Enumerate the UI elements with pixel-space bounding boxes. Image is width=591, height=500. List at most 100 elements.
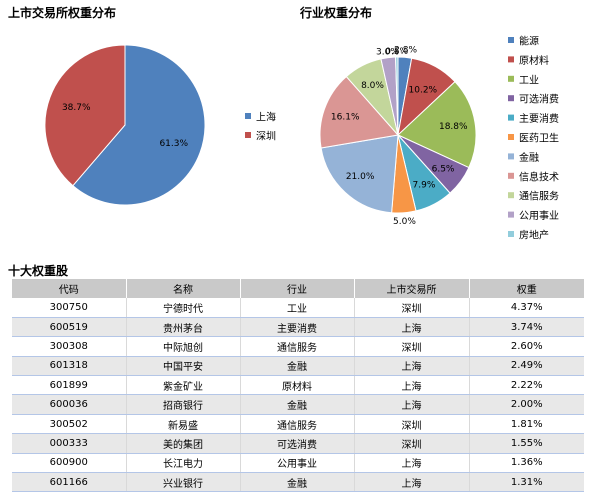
table-row: 600519 贵州茅台 主要消费 上海 3.74% xyxy=(12,317,584,338)
pie1-label-5: 5.0% xyxy=(393,217,416,227)
table-row: 600036 招商银行 金融 上海 2.00% xyxy=(12,394,584,415)
pie0-legend-label-0: 上海 xyxy=(256,111,276,124)
table-cell-代码: 600900 xyxy=(12,453,127,474)
column-header-3: 上市交易所 xyxy=(354,279,470,298)
table-cell-权重: 2.49% xyxy=(469,356,584,377)
table-row: 600900 长江电力 公用事业 上海 1.36% xyxy=(12,453,584,474)
pie1-legend-label-0: 能源 xyxy=(519,35,539,48)
pie0-label-0: 61.3% xyxy=(159,139,188,149)
table-cell-名称: 兴业银行 xyxy=(126,472,241,493)
pie1-slice-10 xyxy=(395,56,399,136)
pie1-legend-label-3: 可选消费 xyxy=(519,93,559,106)
table-row: 300308 中际旭创 通信服务 深圳 2.60% xyxy=(12,336,584,357)
industry-pie-title: 行业权重分布 xyxy=(300,6,373,20)
pie1-legend-swatch-10 xyxy=(508,231,514,237)
pie1-legend-label-5: 医药卫生 xyxy=(519,132,559,145)
table-cell-权重: 3.74% xyxy=(469,317,584,338)
table-cell-名称: 紫金矿业 xyxy=(126,375,241,396)
table-cell-名称: 中际旭创 xyxy=(126,336,241,357)
table-cell-上市交易所: 上海 xyxy=(354,375,470,396)
table-cell-行业: 金融 xyxy=(240,356,355,377)
table-row: 601318 中国平安 金融 上海 2.49% xyxy=(12,356,584,377)
pie1-legend-label-10: 房地产 xyxy=(519,229,549,242)
table-cell-代码: 300750 xyxy=(12,298,127,318)
top-ten-holdings-table: 代码 名称 行业 上市交易所 权重 300750 宁德时代 工业 深圳 4.37% 600519 贵… xyxy=(12,279,584,493)
table-cell-权重: 2.22% xyxy=(469,375,584,396)
pie1-legend-label-8: 通信服务 xyxy=(519,190,559,203)
table-cell-代码: 600519 xyxy=(12,317,127,338)
table-cell-上市交易所: 深圳 xyxy=(354,336,470,357)
pie1-legend-label-6: 金融 xyxy=(519,151,539,164)
table-cell-名称: 中国平安 xyxy=(126,356,241,377)
table-cell-上市交易所: 上海 xyxy=(354,472,470,493)
pie0-legend-swatch-0 xyxy=(245,113,251,119)
table-cell-权重: 4.37% xyxy=(469,298,584,318)
table-cell-权重: 2.00% xyxy=(469,394,584,415)
table-row: 000333 美的集团 可选消费 深圳 1.55% xyxy=(12,433,584,454)
table-cell-权重: 2.60% xyxy=(469,336,584,357)
pie1-legend-swatch-5 xyxy=(508,134,514,140)
table-row: 300750 宁德时代 工业 深圳 4.37% xyxy=(12,298,584,318)
column-header-4: 权重 xyxy=(469,279,584,298)
pie0-slice-1 xyxy=(44,44,126,187)
table-cell-行业: 金融 xyxy=(240,394,355,415)
column-header-1: 名称 xyxy=(126,279,241,298)
table-cell-上市交易所: 深圳 xyxy=(354,298,470,318)
table-row: 300502 新易盛 通信服务 深圳 1.81% xyxy=(12,414,584,435)
pie1-slice-2 xyxy=(397,80,477,169)
table-cell-代码: 300502 xyxy=(12,414,127,435)
pie0-legend-swatch-1 xyxy=(245,132,251,138)
table-cell-权重: 1.31% xyxy=(469,472,584,493)
pie1-label-4: 7.9% xyxy=(413,181,436,191)
pie1-legend-swatch-3 xyxy=(508,95,514,102)
pie1-legend-label-1: 原材料 xyxy=(519,54,549,67)
table-cell-上市交易所: 上海 xyxy=(354,356,470,377)
pie1-label-7: 16.1% xyxy=(331,112,360,122)
pie1-legend-swatch-2 xyxy=(508,75,514,82)
table-cell-代码: 600036 xyxy=(12,394,127,415)
pie0-label-1: 38.7% xyxy=(62,103,91,113)
table-cell-名称: 贵州茅台 xyxy=(126,317,241,338)
pie1-slice-6 xyxy=(320,134,399,214)
pie0-slice-0 xyxy=(72,44,206,206)
table-cell-代码: 300308 xyxy=(12,336,127,357)
pie0-legend-label-1: 深圳 xyxy=(256,131,276,143)
column-header-0: 代码 xyxy=(12,279,127,298)
table-cell-名称: 新易盛 xyxy=(126,414,241,435)
pie1-label-10: 0.5% xyxy=(385,47,408,57)
table-row: 601166 兴业银行 金融 上海 1.31% xyxy=(12,472,584,493)
pie1-label-8: 8.0% xyxy=(361,81,384,91)
pie1-legend-label-4: 主要消费 xyxy=(519,112,559,125)
table-cell-名称: 长江电力 xyxy=(126,453,241,474)
table-cell-上市交易所: 深圳 xyxy=(354,414,470,435)
pie1-label-2: 18.8% xyxy=(439,122,468,132)
pie1-legend-swatch-1 xyxy=(508,56,514,63)
table-cell-权重: 1.81% xyxy=(469,414,584,435)
pie1-legend-swatch-8 xyxy=(508,192,514,199)
table-cell-代码: 000333 xyxy=(12,433,127,454)
table-cell-代码: 601166 xyxy=(12,472,127,493)
pie1-legend-label-9: 公用事业 xyxy=(519,209,559,222)
pie1-legend-swatch-9 xyxy=(508,211,514,218)
top-ten-table-title: 十大权重股 xyxy=(8,264,69,278)
table-cell-行业: 工业 xyxy=(240,298,355,318)
pie1-label-9: 3.0% xyxy=(376,48,399,58)
pie1-legend-swatch-6 xyxy=(508,153,514,160)
pie1-legend-label-2: 工业 xyxy=(519,74,539,86)
table-cell-名称: 宁德时代 xyxy=(126,298,241,318)
pie1-label-0: 2.8% xyxy=(394,45,417,55)
table-cell-上市交易所: 上海 xyxy=(354,453,470,474)
table-cell-行业: 可选消费 xyxy=(240,433,355,454)
pie1-label-1: 10.2% xyxy=(409,85,438,95)
table-cell-代码: 601318 xyxy=(12,356,127,377)
table-cell-行业: 公用事业 xyxy=(240,453,355,474)
pie1-legend-swatch-4 xyxy=(508,114,514,121)
pie1-label-6: 21.0% xyxy=(346,172,375,182)
column-header-2: 行业 xyxy=(240,279,355,298)
table-cell-行业: 通信服务 xyxy=(240,336,355,357)
pie1-label-3: 6.5% xyxy=(432,164,455,174)
pie1-legend-swatch-0 xyxy=(508,37,514,43)
table-cell-权重: 1.55% xyxy=(469,433,584,454)
table-cell-名称: 美的集团 xyxy=(126,433,241,454)
